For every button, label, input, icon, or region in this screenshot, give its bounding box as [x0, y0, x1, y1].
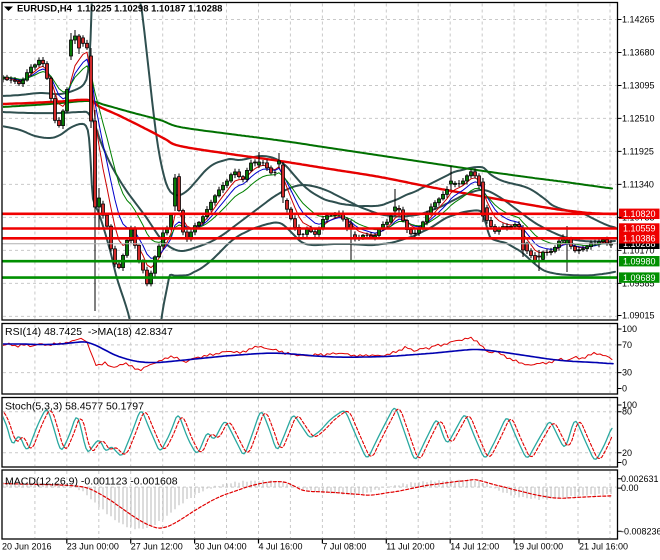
- svg-text:4 Jul 16:00: 4 Jul 16:00: [259, 542, 303, 552]
- svg-text:RSI(14) 48.7425 ->MA(18) 42.8: RSI(14) 48.7425 ->MA(18) 42.8347: [5, 326, 173, 338]
- svg-text:1.09980: 1.09980: [623, 256, 656, 266]
- svg-text:100: 100: [622, 400, 637, 410]
- svg-text:1.09585: 1.09585: [622, 278, 655, 288]
- svg-text:Stoch(5,3,3) 58.4577 50.1797: Stoch(5,3,3) 58.4577 50.1797: [5, 401, 144, 413]
- svg-text:1.10820: 1.10820: [623, 209, 656, 219]
- svg-text:1.10288: 1.10288: [623, 239, 656, 249]
- svg-text:0: 0: [622, 458, 627, 468]
- svg-text:-0.008236: -0.008236: [621, 526, 660, 536]
- svg-text:1.10170: 1.10170: [622, 245, 655, 255]
- svg-text:0.002631: 0.002631: [621, 474, 659, 484]
- svg-text:27 Jun 12:00: 27 Jun 12:00: [131, 542, 183, 552]
- svg-text:19 Jul 00:00: 19 Jul 00:00: [514, 542, 563, 552]
- svg-text:14 Jul 12:00: 14 Jul 12:00: [450, 542, 499, 552]
- svg-text:7 Jul 08:00: 7 Jul 08:00: [322, 542, 366, 552]
- svg-text:0: 0: [622, 384, 627, 394]
- svg-text:70: 70: [622, 340, 632, 350]
- svg-text:11 Jul 20:00: 11 Jul 20:00: [386, 542, 434, 552]
- svg-text:100: 100: [622, 324, 637, 334]
- svg-text:1.11925: 1.11925: [622, 146, 654, 156]
- svg-text:1.13680: 1.13680: [622, 48, 655, 58]
- svg-text:30 Jun 04:00: 30 Jun 04:00: [195, 542, 247, 552]
- svg-text:30: 30: [622, 368, 632, 378]
- svg-text:1.09015: 1.09015: [622, 311, 655, 321]
- svg-text:80: 80: [622, 407, 632, 417]
- svg-text:1.12510: 1.12510: [622, 113, 655, 123]
- svg-text:20 Jun 2016: 20 Jun 2016: [2, 542, 52, 552]
- svg-text:0.00: 0.00: [621, 483, 639, 493]
- svg-text:21 Jul 16:00: 21 Jul 16:00: [579, 542, 628, 552]
- svg-text:EURUSD,H4 1.10225 1.10298 1.1: EURUSD,H4 1.10225 1.10298 1.10187 1.1028…: [17, 4, 222, 15]
- svg-text:20: 20: [622, 448, 632, 458]
- svg-text:1.14265: 1.14265: [622, 15, 655, 25]
- svg-text:1.13095: 1.13095: [622, 81, 655, 91]
- svg-text:1.09689: 1.09689: [623, 273, 656, 283]
- svg-text:1.11340: 1.11340: [622, 179, 654, 189]
- svg-text:23 Jun 00:00: 23 Jun 00:00: [67, 542, 119, 552]
- svg-text:MACD(12,26,9) -0.001123 -0.001: MACD(12,26,9) -0.001123 -0.001608: [5, 476, 178, 488]
- svg-text:1.10386: 1.10386: [623, 234, 656, 244]
- svg-text:1.10559: 1.10559: [623, 224, 656, 234]
